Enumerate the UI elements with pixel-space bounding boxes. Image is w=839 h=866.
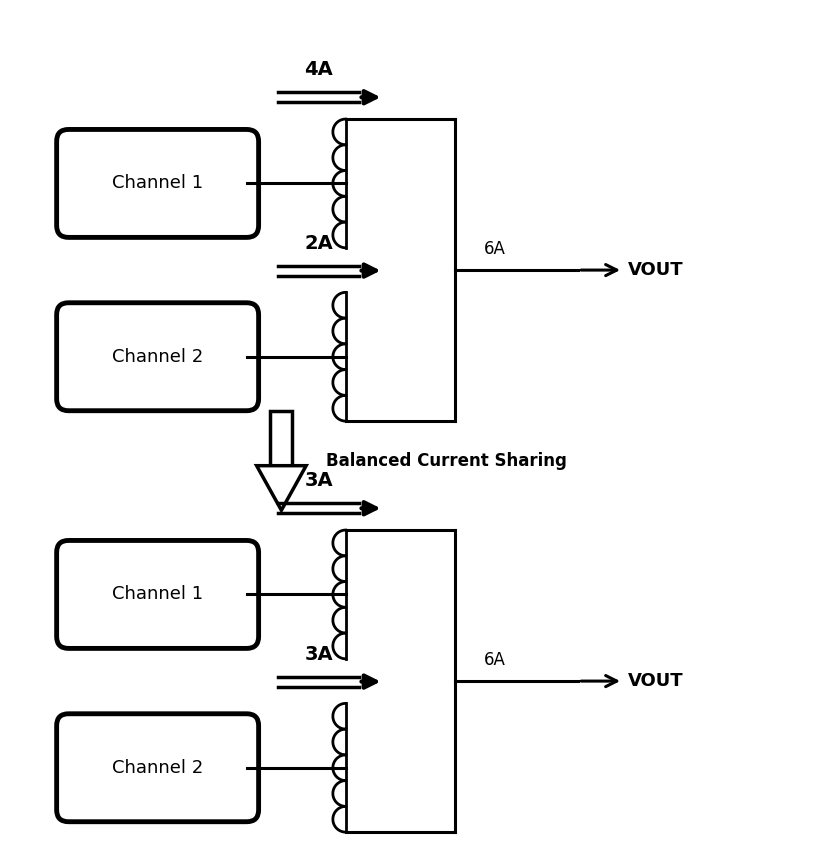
Text: 3A: 3A <box>305 471 333 490</box>
FancyBboxPatch shape <box>57 303 258 410</box>
Text: VOUT: VOUT <box>628 672 684 690</box>
Text: 6A: 6A <box>484 651 506 669</box>
FancyBboxPatch shape <box>57 129 258 237</box>
FancyBboxPatch shape <box>57 714 258 822</box>
Text: Channel 1: Channel 1 <box>112 585 203 604</box>
FancyBboxPatch shape <box>57 540 258 649</box>
Text: Channel 1: Channel 1 <box>112 174 203 192</box>
Text: 2A: 2A <box>305 234 333 253</box>
Text: 6A: 6A <box>484 240 506 258</box>
Text: Channel 2: Channel 2 <box>112 348 203 365</box>
Text: 4A: 4A <box>305 61 333 80</box>
Text: Channel 2: Channel 2 <box>112 759 203 777</box>
Text: VOUT: VOUT <box>628 261 684 279</box>
Polygon shape <box>257 466 306 510</box>
Polygon shape <box>270 411 292 466</box>
Text: 3A: 3A <box>305 645 333 663</box>
Text: Balanced Current Sharing: Balanced Current Sharing <box>326 452 567 469</box>
